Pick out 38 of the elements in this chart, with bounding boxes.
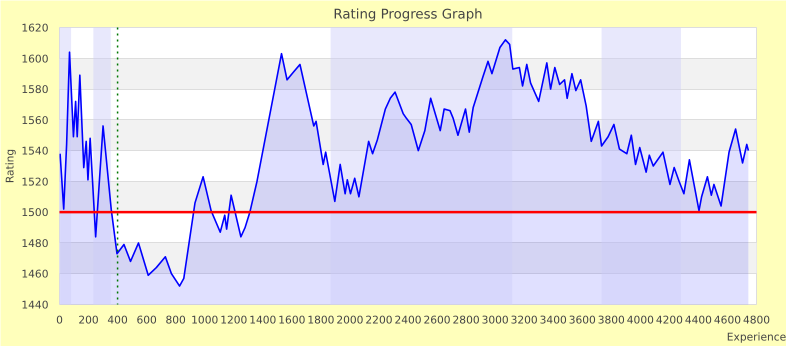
y-tick-label: 1440 xyxy=(21,298,49,312)
y-axis-title: Rating xyxy=(3,148,16,184)
y-tick-label: 1560 xyxy=(21,114,49,127)
y-tick-label: 1540 xyxy=(21,144,49,158)
x-axis-title: Experience xyxy=(726,330,786,344)
x-tick-label: 3000 xyxy=(482,314,509,326)
y-tick-label: 1620 xyxy=(21,22,49,34)
x-tick-label: 2000 xyxy=(336,314,364,326)
x-tick-label: 2600 xyxy=(423,314,451,326)
x-tick-label: 3600 xyxy=(568,314,596,326)
x-tick-label: 2200 xyxy=(365,314,393,326)
x-tick-label: 3800 xyxy=(598,314,626,326)
x-tick-label: 1400 xyxy=(249,314,277,326)
x-tick-label: 1000 xyxy=(191,314,218,326)
x-tick-label: 4200 xyxy=(656,314,684,326)
x-tick-label: 2400 xyxy=(394,314,422,326)
x-tick-label: 600 xyxy=(136,314,158,326)
x-tick-label: 3200 xyxy=(510,314,538,326)
x-tick-label: 4000 xyxy=(626,314,654,326)
y-tick-label: 1520 xyxy=(21,175,49,188)
y-tick-label: 1580 xyxy=(21,83,49,96)
y-tick-label: 1500 xyxy=(21,206,49,220)
x-tick-label: 2800 xyxy=(452,314,480,326)
x-tick-label: 4600 xyxy=(714,314,742,326)
x-tick-label: 800 xyxy=(165,314,186,326)
x-tick-label: 200 xyxy=(78,314,99,326)
x-tick-label: 0 xyxy=(56,314,64,326)
x-tick-label: 1800 xyxy=(307,314,335,326)
y-tick-label: 1600 xyxy=(21,52,49,66)
x-tick-label: 1200 xyxy=(220,314,248,326)
x-tick-label: 4800 xyxy=(742,314,770,326)
chart-title: Rating Progress Graph xyxy=(333,8,483,22)
x-tick-label: 400 xyxy=(107,314,128,326)
x-tick-label: 3400 xyxy=(540,314,567,326)
y-tick-label: 1480 xyxy=(21,236,49,250)
x-tick-label: 1600 xyxy=(278,314,306,326)
y-tick-label: 1460 xyxy=(21,268,49,281)
x-tick-label: 4400 xyxy=(684,314,712,326)
